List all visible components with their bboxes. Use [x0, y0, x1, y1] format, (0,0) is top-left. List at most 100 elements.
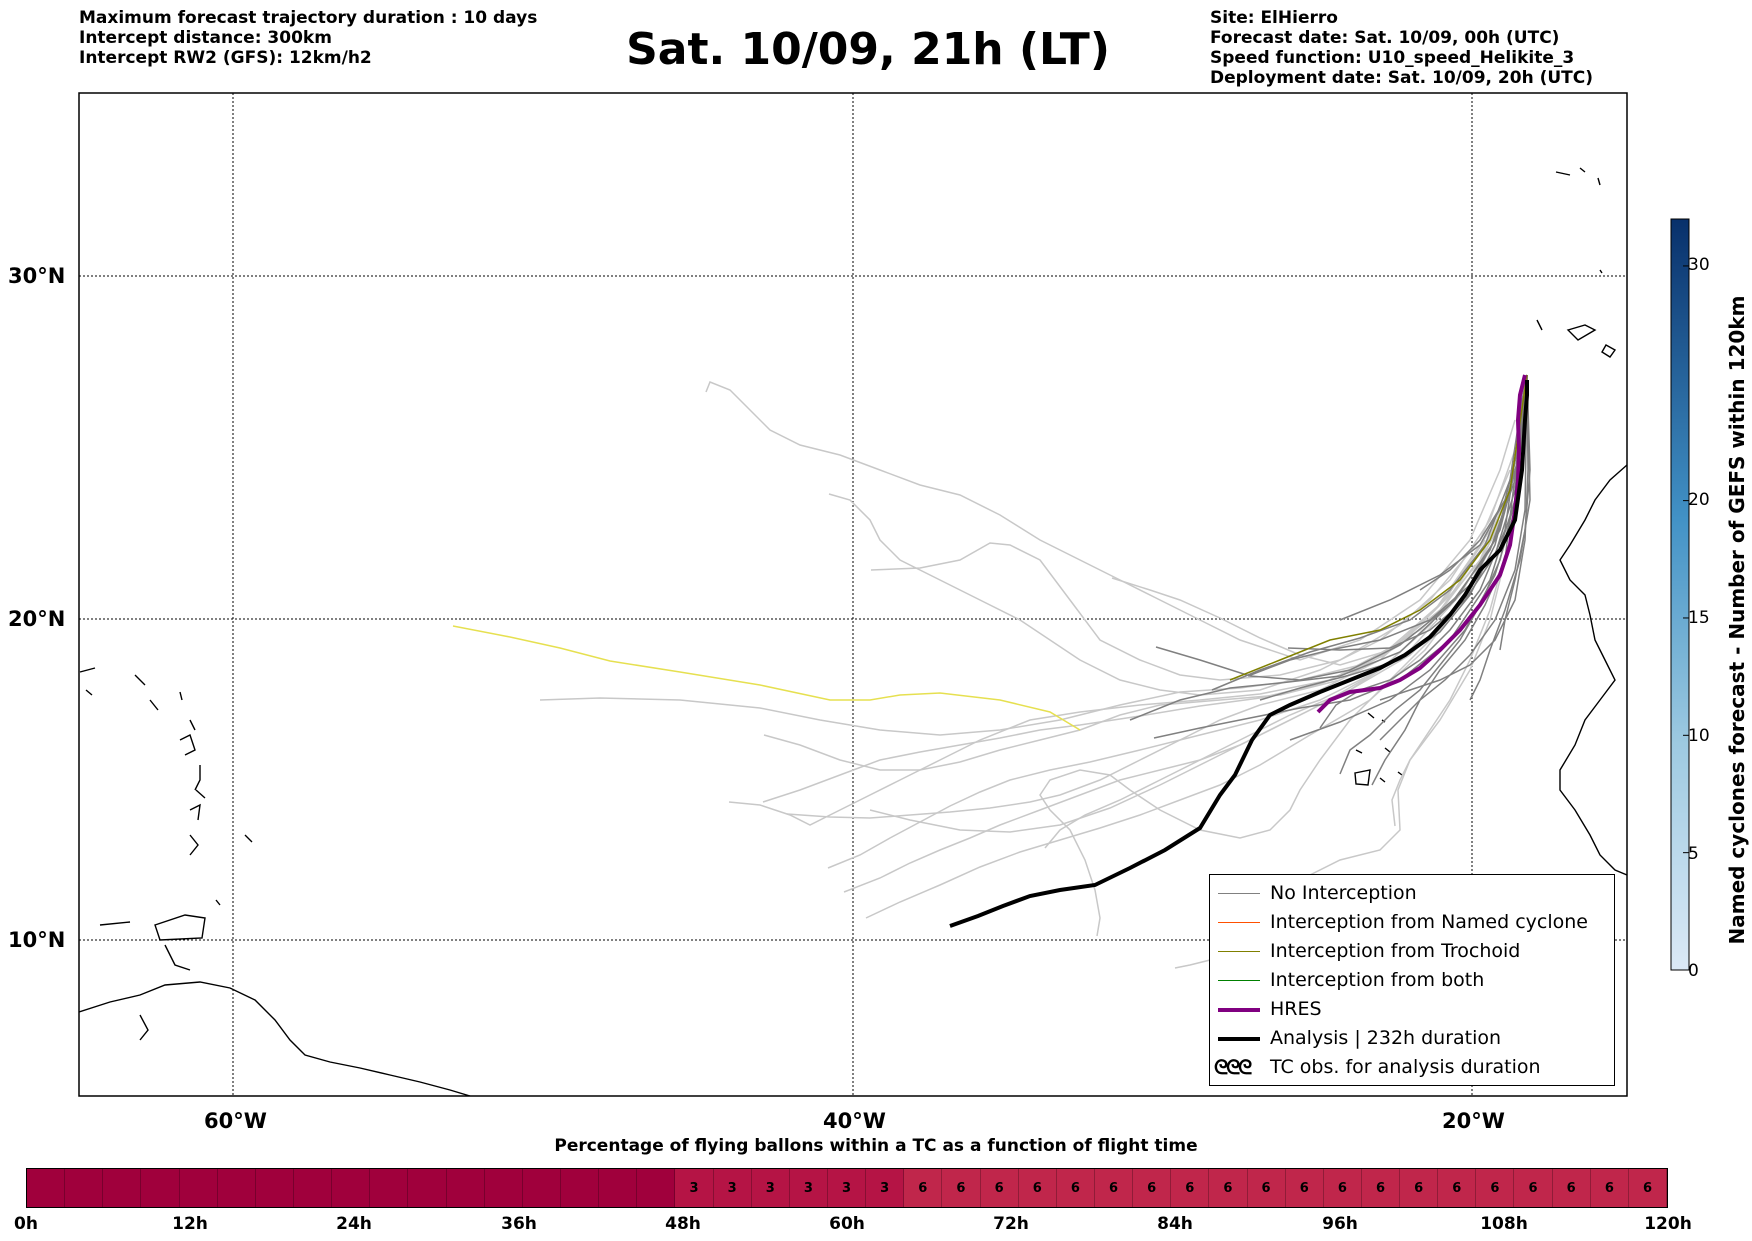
percentage-segment [599, 1169, 638, 1207]
time-tick-60h: 60h [829, 1214, 865, 1234]
site-text: Site: ElHierro [1210, 8, 1338, 28]
time-tick-12h: 12h [172, 1214, 208, 1234]
madeira-islands [1555, 167, 1603, 274]
percentage-segment: 6 [1285, 1169, 1324, 1207]
ensemble-track-light [1039, 589, 1471, 937]
ensemble-track-dark [1155, 374, 1528, 681]
percentage-segment: 3 [751, 1169, 790, 1207]
map-frame [78, 92, 1628, 1097]
trinidad-coast [154, 914, 206, 941]
ensemble-track-light [870, 449, 1516, 681]
percentage-segment: 6 [1018, 1169, 1057, 1207]
lon-label-20w: 20°W [1442, 1109, 1505, 1133]
percentage-segment [141, 1169, 180, 1207]
speed-function-text: Speed function: U10_speed_Helikite_3 [1210, 48, 1575, 68]
percentage-segment [65, 1169, 104, 1207]
ensemble-track-light [705, 381, 1516, 661]
intercept-rw2-text: Intercept RW2 (GFS): 12km/h2 [79, 48, 372, 68]
percentage-segment: 6 [1323, 1169, 1362, 1207]
lat-label-20n: 20°N [8, 607, 66, 631]
colorbar-ramp [1670, 218, 1690, 971]
ensemble-track-light [827, 559, 1476, 869]
percentage-segment: 6 [1133, 1169, 1172, 1207]
percentage-segment [179, 1169, 218, 1207]
ensemble-track-light [865, 589, 1471, 919]
deployment-date-text: Deployment date: Sat. 10/09, 20h (UTC) [1210, 68, 1594, 88]
lon-label-60w: 60°W [204, 1109, 267, 1133]
coastlines [79, 167, 1627, 1096]
percentage-segment [560, 1169, 600, 1207]
colorbar-label: Named cyclones forecast - Number of GEFS… [1725, 295, 1749, 945]
ensemble-track-light [1111, 499, 1506, 666]
colorbar-tick-15: 15 [1688, 608, 1710, 628]
colorbar-tick-5: 5 [1688, 844, 1699, 864]
time-tick-48h: 48h [665, 1214, 701, 1234]
percentage-segment: 6 [1171, 1169, 1210, 1207]
lat-label-30n: 30°N [8, 264, 66, 288]
percentage-segment [522, 1169, 561, 1207]
analysis-track [949, 380, 1529, 928]
percentage-segment [217, 1169, 256, 1207]
colorbar-tick-20: 20 [1688, 490, 1710, 510]
percentage-segment: 3 [675, 1169, 714, 1207]
colorbar-ticks [1683, 265, 1689, 971]
ensemble-track-dark [1319, 374, 1528, 729]
colorbar-tick-30: 30 [1688, 255, 1710, 275]
time-tick-120h: 120h [1644, 1214, 1692, 1234]
ensemble-track-dark [1379, 374, 1529, 701]
percentage-segment: 6 [1209, 1169, 1248, 1207]
ensemble-track-dark [1129, 374, 1528, 721]
percentage-segment: 3 [713, 1169, 752, 1207]
percentage-segment: 3 [866, 1169, 905, 1207]
south-america-coast [79, 981, 471, 1096]
percentage-segment [484, 1169, 523, 1207]
legend-item-analysis: Analysis | 232h duration [1210, 1024, 1614, 1053]
percentage-segment [332, 1169, 371, 1207]
intercept-distance-text: Intercept distance: 300km [79, 28, 332, 48]
legend-item-no-interception: No Interception [1210, 879, 1614, 908]
percentage-segment [27, 1169, 66, 1207]
percentage-segment: 6 [904, 1169, 943, 1207]
percentage-segment: 6 [942, 1169, 981, 1207]
ensemble-track-dark [1259, 374, 1528, 701]
max-duration-text: Maximum forecast trajectory duration : 1… [79, 8, 538, 28]
legend-item-both: Interception from both [1210, 966, 1614, 995]
venezuela-islands [99, 921, 191, 1041]
trajectory-info: Maximum forecast trajectory duration : 1… [79, 8, 537, 68]
ensemble-track-light [1391, 554, 1506, 827]
cape-verde-islands [1354, 712, 1403, 786]
time-tick-84h: 84h [1157, 1214, 1193, 1234]
time-tick-36h: 36h [501, 1214, 537, 1234]
time-tick-72h: 72h [993, 1214, 1029, 1234]
percentage-segment: 6 [1247, 1169, 1286, 1207]
percentage-segment [446, 1169, 485, 1207]
percentage-segment: 6 [1400, 1169, 1439, 1207]
percentage-segment: 3 [827, 1169, 867, 1207]
percentage-segment: 6 [1361, 1169, 1401, 1207]
ensemble-track-dark [1211, 374, 1528, 691]
lat-label-10n: 10°N [8, 928, 66, 952]
ensemble-track-dark [1379, 374, 1528, 741]
percentage-segment: 6 [1552, 1169, 1591, 1207]
percentage-segment: 6 [1056, 1169, 1095, 1207]
lesser-antilles [79, 667, 253, 906]
percentage-segment: 6 [1514, 1169, 1553, 1207]
lon-label-40w: 40°W [823, 1109, 886, 1133]
percentage-segment: 6 [1438, 1169, 1477, 1207]
percentage-segment: 6 [1628, 1169, 1668, 1207]
percentage-segment [255, 1169, 294, 1207]
colorbar [1670, 218, 1690, 971]
forecast-date-text: Forecast date: Sat. 10/09, 00h (UTC) [1210, 28, 1560, 48]
page-title: Sat. 10/09, 21h (LT) [626, 24, 1110, 75]
legend-item-tc-obs: ᘓᘓᘓ TC obs. for analysis duration [1214, 1055, 1541, 1079]
time-tick-108h: 108h [1480, 1214, 1528, 1234]
time-tick-24h: 24h [336, 1214, 372, 1234]
map-gridlines [79, 93, 1627, 1096]
yellow-member-track [452, 625, 1081, 731]
ensemble-track-dark [1469, 374, 1531, 701]
percentage-segment: 6 [1476, 1169, 1515, 1207]
hres-track [1316, 374, 1527, 714]
map-legend: No Interception Interception from Named … [1209, 874, 1615, 1086]
